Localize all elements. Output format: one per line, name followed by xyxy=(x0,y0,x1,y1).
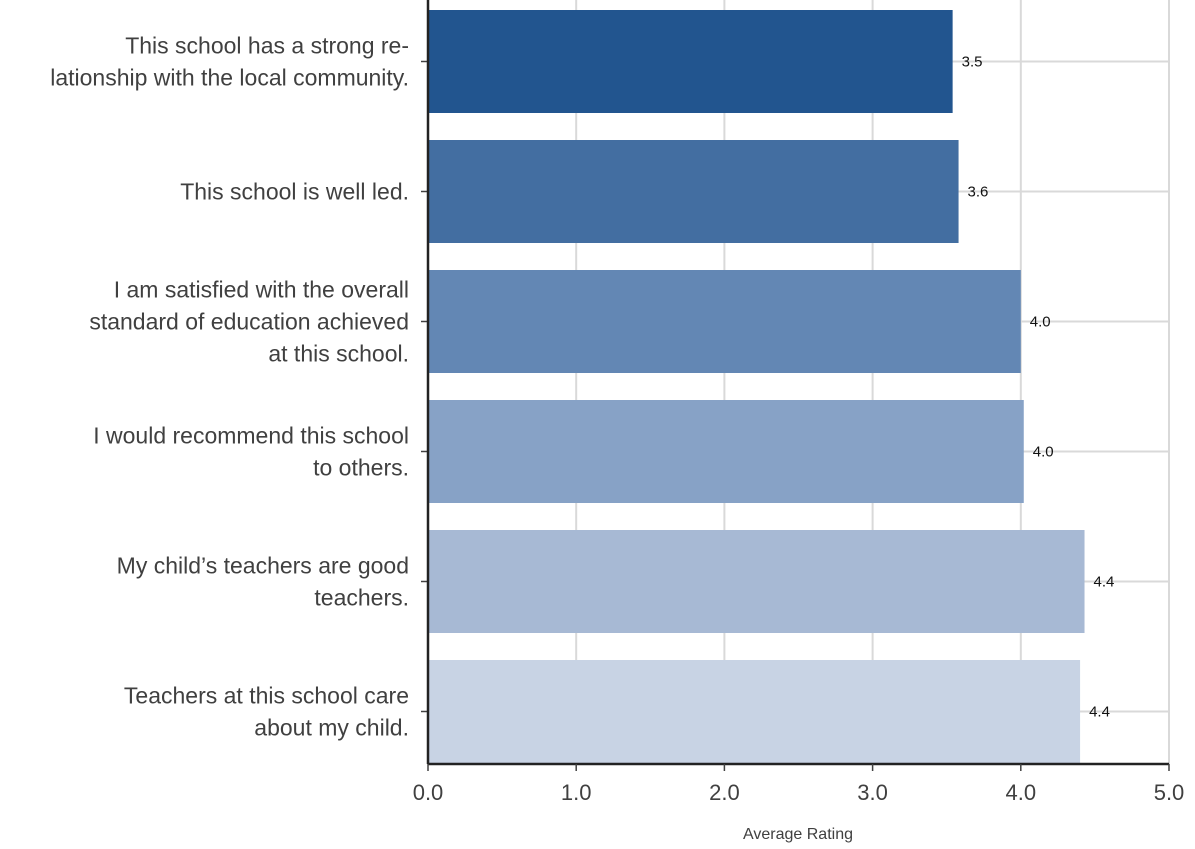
x-tick-label: 4.0 xyxy=(1006,780,1037,805)
bar-value-label: 4.0 xyxy=(1030,314,1051,331)
category-label-line: I would recommend this school xyxy=(93,423,409,449)
category-label: I am satisfied with the overall standard … xyxy=(89,277,409,367)
category-label: This school has a strong re-lationship w… xyxy=(50,33,409,91)
category-label-line: lationship with the local community. xyxy=(50,65,409,91)
x-tick-label: 3.0 xyxy=(857,780,888,805)
category-label-line: This school is well led. xyxy=(180,179,409,205)
category-label-line: standard of education achieved xyxy=(89,309,409,335)
bar xyxy=(428,140,959,243)
bars xyxy=(428,10,1085,763)
category-label: Teachers at this school care about my chi… xyxy=(124,683,409,741)
category-label-line: about my child. xyxy=(254,715,409,741)
category-label-line: This school has a strong re- xyxy=(125,33,409,59)
category-label: My child’s teachers are good teachers. xyxy=(117,553,409,611)
category-label-line: teachers. xyxy=(314,585,409,611)
x-axis-title: Average Rating xyxy=(743,826,853,843)
bar xyxy=(428,660,1081,763)
x-tick-label: 1.0 xyxy=(561,780,592,805)
category-label: I would recommend this school to others. xyxy=(93,423,409,481)
grid-lines xyxy=(428,0,1170,764)
category-label-line: to others. xyxy=(313,455,409,481)
category-label-line: My child’s teachers are good xyxy=(117,553,409,579)
category-label-line: I am satisfied with the overall xyxy=(114,277,409,303)
x-tick-label: 5.0 xyxy=(1154,780,1185,805)
bar xyxy=(428,400,1024,503)
labels: 3.5 This school has a strong re-lationshi… xyxy=(50,33,1184,806)
bar xyxy=(428,270,1021,373)
bar xyxy=(428,10,953,113)
bar-value-label: 4.0 xyxy=(1033,444,1054,461)
x-tick-label: 0.0 xyxy=(413,780,444,805)
bar-value-label: 4.4 xyxy=(1094,574,1115,591)
category-label: This school is well led. xyxy=(180,179,409,205)
bar-value-label: 4.4 xyxy=(1089,704,1110,721)
bar-value-label: 3.5 xyxy=(962,54,983,71)
bar xyxy=(428,530,1085,633)
category-label-line: Teachers at this school care xyxy=(124,683,409,709)
x-tick-label: 2.0 xyxy=(709,780,740,805)
category-label-line: at this school. xyxy=(268,341,409,367)
bar-value-label: 3.6 xyxy=(968,184,989,201)
axes xyxy=(421,0,1170,771)
